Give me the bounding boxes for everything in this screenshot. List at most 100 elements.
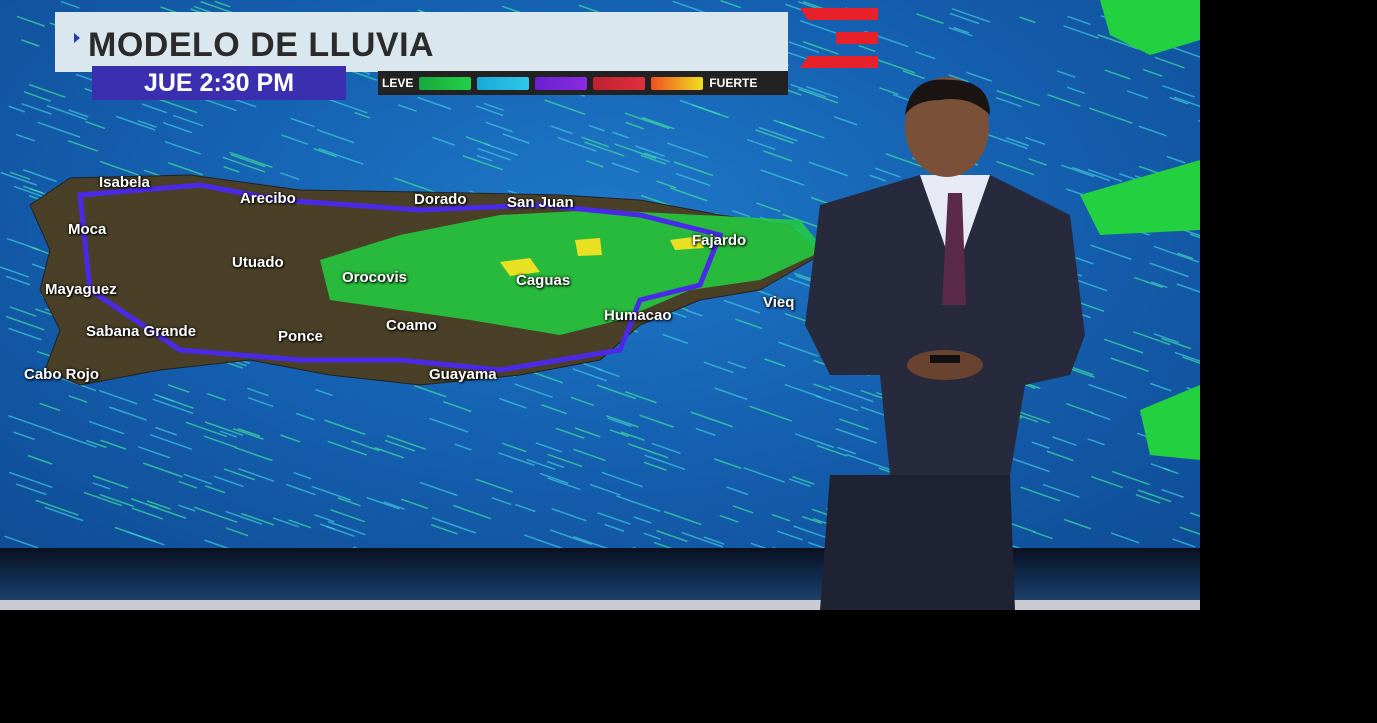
wind-streak [354, 111, 371, 119]
wind-streak [549, 529, 592, 546]
wind-streak [0, 266, 30, 278]
wind-streak [485, 121, 513, 133]
wind-streak [88, 420, 125, 435]
wind-streak [578, 4, 599, 13]
wind-streak [735, 318, 763, 330]
wind-streak [1172, 538, 1196, 548]
wind-streak [723, 299, 761, 314]
wind-streak [837, 446, 856, 455]
rain-yellow-1 [500, 258, 540, 276]
city-label: Sabana Grande [86, 323, 197, 340]
wind-streak [149, 433, 193, 451]
wind-streak [167, 384, 190, 393]
wind-streak [1161, 337, 1192, 350]
wind-streak [37, 121, 81, 138]
wind-streak [788, 41, 820, 54]
wind-streak [35, 499, 79, 516]
wind-streak [795, 433, 834, 449]
wind-streak [1154, 56, 1185, 69]
wind-streak [115, 115, 156, 131]
wind-streak [85, 120, 106, 130]
wind-streak [1042, 483, 1080, 498]
city-label: Guayama [429, 366, 497, 383]
wind-streak [326, 525, 355, 537]
wind-streak [625, 391, 657, 404]
wind-streak [1087, 168, 1123, 183]
wind-streak [858, 44, 876, 53]
wind-streak [915, 51, 936, 60]
wind-streak [314, 514, 335, 523]
wind-streak [643, 152, 670, 163]
wind-streak [750, 542, 767, 548]
wind-streak [68, 395, 88, 404]
wind-streak [394, 177, 438, 194]
wind-streak [1019, 16, 1036, 24]
wind-streak [695, 427, 716, 437]
wind-streak [719, 514, 739, 523]
wind-streak [570, 396, 595, 407]
wind-streak [607, 417, 632, 428]
legend-swatch-green [419, 76, 472, 90]
wind-streak [15, 483, 47, 496]
wind-streak [983, 132, 1028, 150]
wind-streak [703, 361, 734, 374]
wind-streak [5, 315, 45, 331]
wind-streak [612, 131, 630, 139]
wind-streak [1135, 494, 1161, 504]
wind-streak [83, 491, 122, 507]
wind-streak [46, 104, 88, 121]
wind-streak [401, 498, 428, 510]
wind-streak [547, 477, 581, 491]
wind-streak [879, 87, 899, 96]
wind-streak [828, 385, 874, 403]
wind-streak [311, 485, 351, 501]
wind-streak [214, 0, 231, 8]
wind-streak [16, 15, 45, 27]
wind-streak [1151, 281, 1168, 289]
wind-streak [778, 341, 819, 357]
wind-streak [627, 442, 669, 459]
wind-streak [0, 171, 38, 186]
wind-streak [316, 129, 355, 144]
city-label: Vieq [763, 294, 795, 311]
wind-streak [130, 498, 159, 509]
wind-streak [788, 478, 811, 488]
wind-streak [155, 426, 178, 436]
wind-streak [178, 480, 198, 489]
wind-streak [584, 141, 625, 157]
wind-streak [1177, 252, 1194, 260]
wind-streak [755, 129, 794, 144]
wind-streak [731, 209, 751, 218]
wind-streak [869, 174, 886, 182]
wind-streak [92, 475, 129, 489]
wind-streak [1024, 136, 1046, 146]
wind-streak [597, 511, 631, 525]
wind-streak [158, 98, 198, 114]
wind-streak [1182, 356, 1200, 364]
wind-streak [429, 417, 469, 433]
wind-streak [44, 506, 84, 522]
wind-streak [137, 445, 171, 459]
wind-streak [764, 358, 786, 367]
wind-streak [85, 439, 107, 449]
city-label: Dorado [414, 191, 467, 208]
wind-streak [835, 427, 877, 444]
wind-streak [951, 7, 991, 23]
wind-streak [749, 405, 792, 422]
wind-streak [839, 418, 869, 431]
wind-streak [296, 412, 315, 421]
wind-streak [21, 102, 52, 115]
studio-floor [0, 600, 1200, 610]
wind-streak [573, 448, 606, 462]
wind-streak [691, 104, 729, 119]
wind-streak [99, 493, 135, 508]
wind-streak [327, 520, 366, 536]
wind-streak [643, 532, 661, 540]
wind-streak [601, 471, 643, 488]
wind-streak [902, 70, 925, 80]
wind-streak [686, 309, 703, 317]
wind-streak [232, 427, 264, 440]
wind-streak [193, 506, 238, 524]
wind-streak [773, 119, 806, 132]
wind-streak [1066, 403, 1094, 414]
